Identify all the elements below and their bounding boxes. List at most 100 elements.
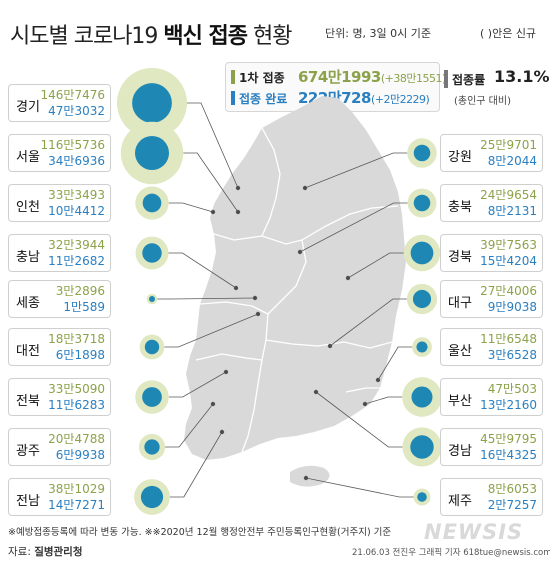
region-done-value: 8만2044 [487, 154, 537, 168]
legend-done-new: (+2만2229) [370, 93, 430, 106]
region-sejong: 세종 3만2896 1만589 [8, 280, 111, 320]
region-box [8, 378, 111, 416]
region-first-value: 24만9654 [480, 188, 537, 202]
province-borders [195, 127, 399, 453]
leader-dot-gyeongbuk [345, 275, 351, 281]
region-name: 제주 [448, 494, 472, 509]
region-gyeongnam: 경남 45만9795 16만4325 [440, 428, 543, 468]
region-first-value: 11만6548 [480, 332, 537, 346]
border-gyeongbuk-south [265, 339, 393, 349]
region-gangwon: 강원 25만9701 8만2044 [440, 134, 543, 174]
region-first-value: 47만503 [487, 382, 537, 396]
region-gyeongbuk: 경북 39만7563 15만4204 [440, 234, 543, 274]
title-part-3: 현황 [247, 24, 293, 49]
region-done-value: 14만7271 [48, 498, 105, 512]
leader-dot-gwangju [210, 401, 216, 407]
bubble-jeju [413, 488, 431, 506]
source-name: 질병관리청 [34, 546, 83, 558]
credit: 21.06.03 전진우 그래픽 기자 618tue@newsis.com [352, 548, 550, 558]
bubble-done-jeju [417, 492, 427, 502]
region-first-value: 38만1029 [48, 482, 105, 496]
region-done-value: 13만2160 [480, 398, 537, 412]
bubble-seoul [120, 121, 184, 185]
legend-first-row: 1차 접종 674만1993(+38만1551) [226, 67, 446, 87]
leader-dot-gangwon [302, 185, 308, 191]
bubble-gyeonggi [117, 68, 187, 138]
region-first-value: 33만5090 [48, 382, 105, 396]
region-name: 세종 [16, 296, 40, 311]
region-done-value: 11만6283 [48, 398, 105, 412]
legend-first-value: 674만1993(+38만1551) [298, 66, 446, 87]
leader-gyeongbuk [347, 252, 404, 279]
legend-done-swatch [231, 91, 235, 105]
legend-first-new: (+38만1551) [380, 72, 446, 85]
bubble-done-busan [411, 386, 433, 408]
bubble-ulsan [412, 337, 432, 357]
region-done-value: 8만2131 [487, 204, 537, 218]
region-first-value: 116만5736 [40, 138, 105, 152]
region-done-value: 2만7257 [487, 498, 537, 512]
region-chungbuk: 충북 24만9654 8만2131 [440, 184, 543, 224]
region-first-value: 45만9795 [480, 432, 537, 446]
legend: 1차 접종 674만1993(+38만1551) 접종 완료 222만728(+… [225, 62, 446, 112]
region-name: 충북 [448, 200, 472, 215]
region-jeonbuk: 전북 33만5090 11만6283 [8, 378, 111, 418]
footnote: ※예방접종등록에 따라 변동 가능. ※※2020년 12월 행정안전부 주민등… [8, 527, 392, 538]
leader-dot-chungnam [233, 285, 239, 291]
region-first-value: 146만7476 [40, 88, 105, 102]
region-name: 광주 [16, 444, 40, 459]
leader-dot-gyeonggi [235, 185, 241, 191]
border-ulsan-busan [345, 387, 380, 393]
bubbles [117, 68, 442, 515]
bubble-daegu [406, 283, 438, 315]
region-box [8, 134, 111, 172]
region-box [8, 280, 111, 318]
bubble-gwangju [138, 433, 166, 461]
page-title: 시도별 코로나19 백신 접종 현황 [10, 18, 293, 50]
leader-dot-gyeongnam [313, 389, 319, 395]
bubble-done-daegu [412, 289, 432, 309]
korea-map [184, 96, 406, 487]
leader-busan [364, 396, 403, 405]
rate-value: 13.1% [494, 67, 550, 86]
region-first-value: 27만4006 [480, 284, 537, 298]
region-name: 경남 [448, 444, 472, 459]
mainland-shape [184, 96, 406, 460]
leader-daejeon [164, 313, 259, 348]
leader-lines [157, 102, 414, 498]
region-done-value: 15만4204 [480, 254, 537, 268]
bubble-done-gangwon [413, 144, 431, 162]
leader-jeonbuk [168, 371, 227, 398]
region-first-value: 3만2896 [55, 284, 105, 298]
region-daejeon: 대전 18만3718 6만1898 [8, 328, 111, 368]
region-jeju: 제주 8만6053 2만7257 [440, 478, 543, 518]
region-daegu: 대구 27만4006 9만9038 [440, 280, 543, 320]
bubble-chungnam [135, 236, 169, 270]
region-name: 경북 [448, 250, 472, 265]
bubble-done-gwangju [144, 439, 160, 455]
leader-chungnam [168, 252, 237, 289]
bubble-done-chungnam [142, 243, 162, 263]
region-incheon: 인천 33만3493 10만4412 [8, 184, 111, 224]
region-first-value: 8만6053 [487, 482, 537, 496]
bubble-done-daejeon [144, 339, 160, 355]
region-box [8, 234, 111, 272]
bubble-jeonnam [134, 479, 170, 515]
region-box [8, 428, 111, 466]
leader-gyeonggi [187, 102, 239, 189]
bubble-done-jeonbuk [142, 387, 162, 407]
region-name: 전남 [16, 494, 40, 509]
border-gangwon-south [301, 205, 399, 241]
border-chungnam-south [199, 301, 269, 315]
bubble-gyeongnam [402, 427, 442, 467]
leader-jeonnam [169, 431, 223, 498]
region-box [440, 328, 543, 366]
region-box [440, 280, 543, 318]
leader-ulsan [377, 346, 413, 381]
bubble-done-jeonnam [140, 485, 164, 509]
bubble-done-seoul [134, 135, 170, 171]
leader-dot-daejeon [255, 311, 261, 317]
bubble-daejeon [139, 334, 165, 360]
